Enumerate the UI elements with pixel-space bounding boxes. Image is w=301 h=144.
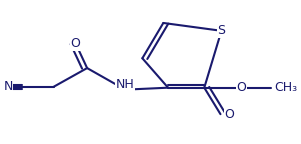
Text: NH: NH: [116, 77, 135, 90]
Text: O: O: [71, 37, 81, 50]
Text: CH₃: CH₃: [274, 81, 297, 94]
Text: O: O: [237, 81, 246, 94]
Text: O: O: [224, 108, 234, 121]
Text: S: S: [217, 24, 225, 37]
Text: N: N: [3, 80, 13, 93]
